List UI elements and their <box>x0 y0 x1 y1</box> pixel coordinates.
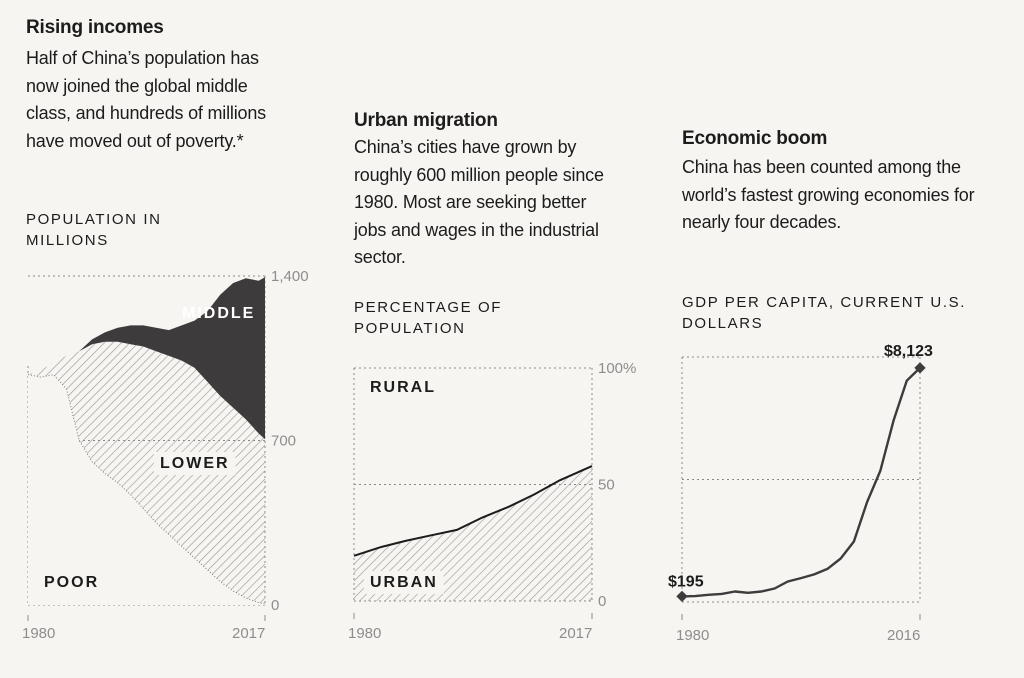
area-lower <box>28 341 265 604</box>
area-urban <box>354 466 592 601</box>
y-tick-label: 1,400 <box>271 268 309 285</box>
panel-title: Urban migration <box>354 110 498 131</box>
series-label-rural: RURAL <box>370 379 436 396</box>
x-tick-label: 1980 <box>348 625 381 642</box>
urban-line <box>353 465 593 557</box>
population-chart: 1,400 700 0 1980 2017 MIDDLE LOWER POOR <box>22 268 309 642</box>
y-tick-label: 50 <box>598 477 615 494</box>
annotation-end: $8,123 <box>884 343 933 360</box>
y-tick-label: 700 <box>271 433 296 450</box>
urbanization-chart: 100% 50 0 1980 2017 RURAL URBAN <box>348 360 636 642</box>
gdp-chart: $195 $8,123 1980 2016 <box>668 343 933 644</box>
x-tick-label: 2016 <box>887 627 920 644</box>
gdp-line <box>681 367 921 598</box>
series-label-poor: POOR <box>44 574 99 591</box>
label-background <box>364 571 444 594</box>
start-marker <box>676 590 688 603</box>
y-tick-label: 0 <box>271 597 279 614</box>
axis-title: POPULATION IN MILLIONS <box>26 211 162 249</box>
label-background <box>154 452 236 475</box>
panel-description: China has been counted among the world’s… <box>682 157 975 232</box>
series-label-middle: MIDDLE <box>182 305 255 322</box>
x-tick-label: 1980 <box>676 627 709 644</box>
x-tick-label: 2017 <box>559 625 592 642</box>
series-label-lower: LOWER <box>160 455 230 472</box>
axis-title: GDP PER CAPITA, CURRENT U.S. DOLLARS <box>682 294 967 332</box>
panel-title: Rising incomes <box>26 17 164 38</box>
axis-title: PERCENTAGE OF POPULATION <box>354 299 503 337</box>
panel-description: Half of China’s population has now joine… <box>26 48 266 151</box>
panel-title: Economic boom <box>682 128 828 149</box>
x-tick-label: 2017 <box>232 625 265 642</box>
x-tick-label: 1980 <box>22 625 55 642</box>
y-tick-label: 100% <box>598 360 636 377</box>
area-poor <box>28 374 265 605</box>
poor-boundary <box>27 374 266 605</box>
end-marker <box>914 362 926 374</box>
panel-description: China’s cities have grown by roughly 600… <box>354 137 604 267</box>
series-label-urban: URBAN <box>370 574 438 591</box>
y-tick-label: 0 <box>598 593 606 610</box>
annotation-start: $195 <box>668 573 704 590</box>
area-middle <box>28 277 265 440</box>
